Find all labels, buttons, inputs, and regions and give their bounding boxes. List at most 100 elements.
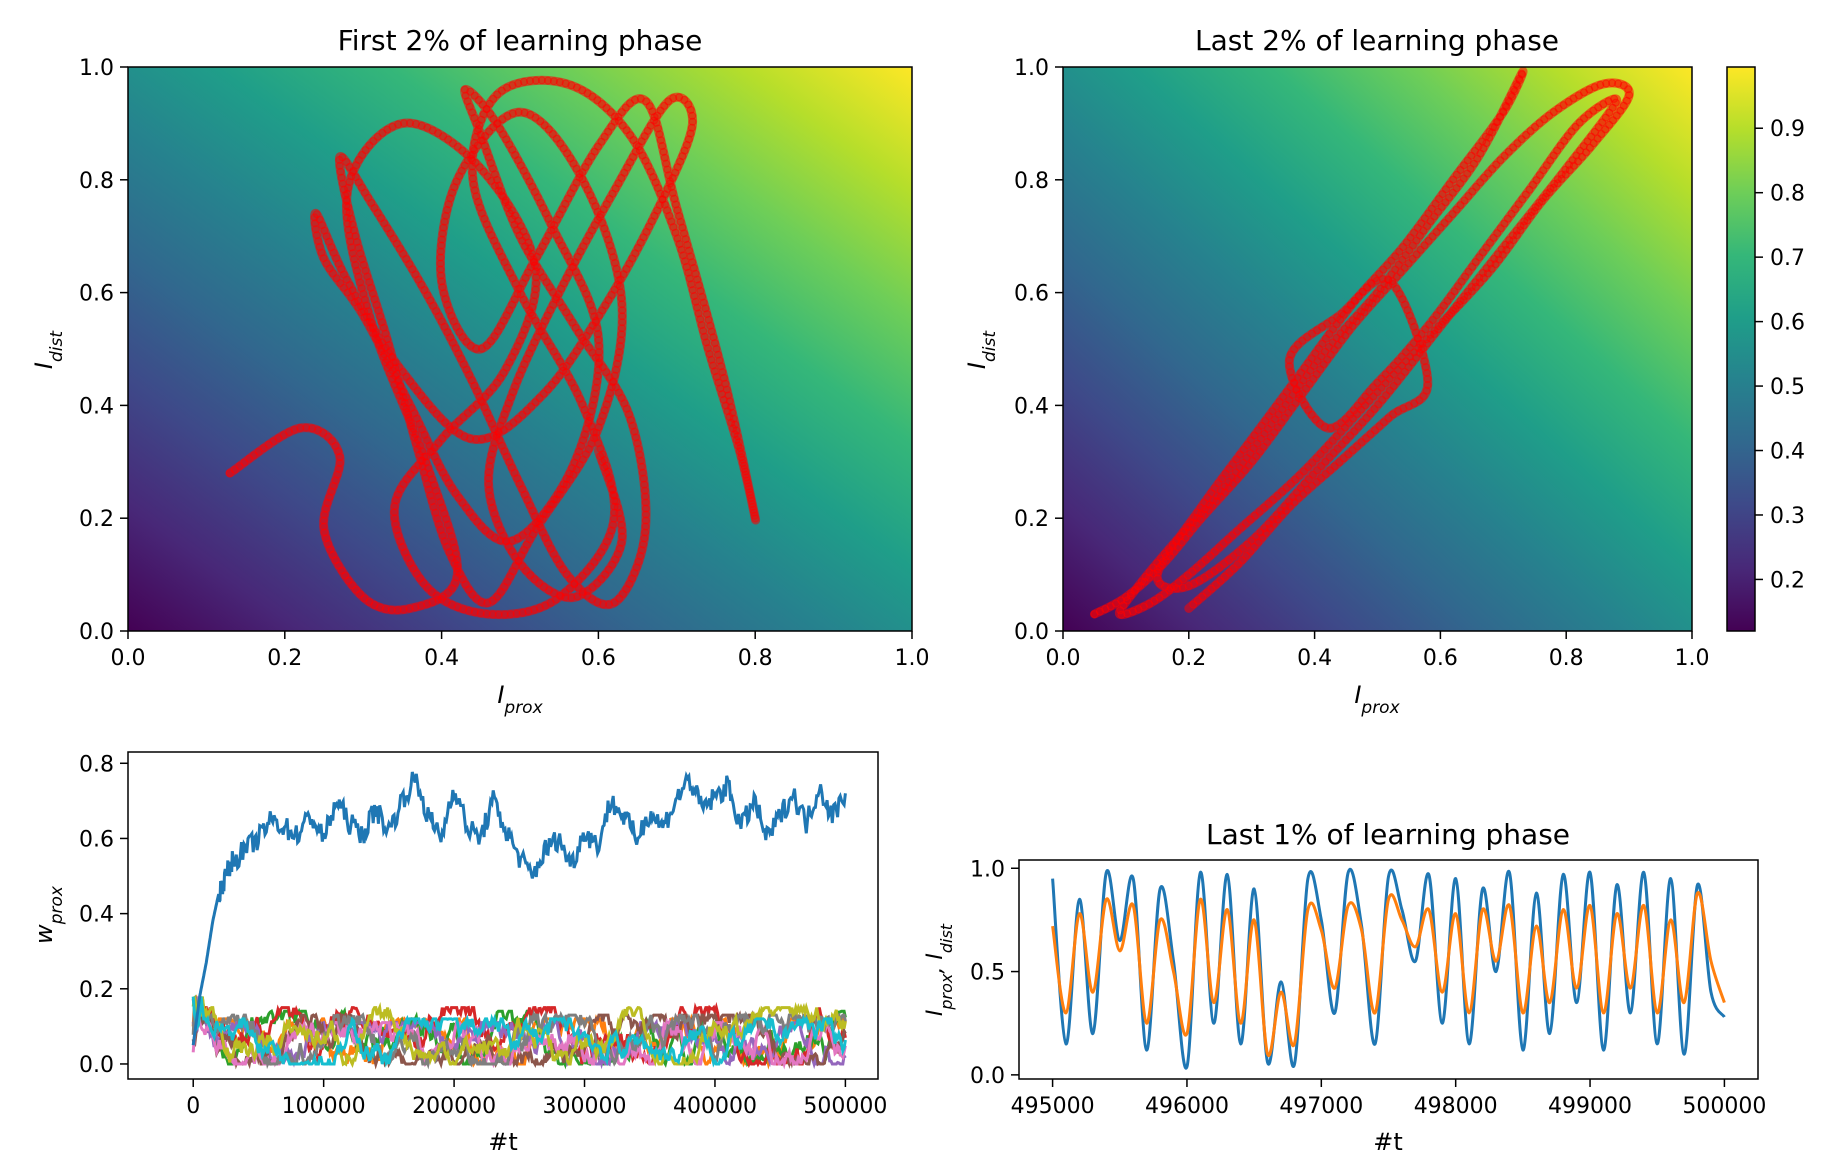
first-trajectory-point <box>699 298 708 307</box>
first-trajectory-point <box>593 371 602 380</box>
first-trajectory-point <box>595 342 603 350</box>
first-trajectory-point <box>693 275 702 284</box>
first-trajectory-point <box>335 464 343 473</box>
first-trajectory-point <box>709 333 718 342</box>
first-trajectory-point <box>617 330 626 339</box>
first-trajectory-point <box>469 180 478 189</box>
first-trajectory-point <box>636 456 645 465</box>
first-trajectory-point <box>670 194 679 203</box>
first-trajectory-point <box>381 605 390 613</box>
first-trajectory-point <box>567 593 576 602</box>
last-trajectory-point <box>1422 369 1431 377</box>
first-trajectory-point <box>376 312 385 321</box>
first-trajectory-point <box>594 336 603 344</box>
first-trajectory-point <box>439 289 448 298</box>
first-trajectory-point <box>421 474 430 483</box>
first-trajectory-point <box>702 338 711 347</box>
first-trajectory-point <box>617 520 626 529</box>
first-trajectory-point <box>585 413 594 422</box>
colorbar-gradient <box>1726 66 1756 632</box>
first-trajectory-point <box>353 266 361 275</box>
first-trajectory-point <box>675 93 684 102</box>
first-trajectory-point <box>594 330 602 338</box>
first-trajectory-point <box>466 434 475 443</box>
first-trajectory-point <box>640 534 649 543</box>
first-trajectory-point <box>408 427 417 436</box>
first-trajectory-point <box>704 344 712 353</box>
weights-x-tick-label: 200000 <box>412 1094 496 1119</box>
first-trajectory-point <box>691 297 700 306</box>
first-trajectory-point <box>417 601 426 610</box>
first-trajectory-point <box>335 453 344 461</box>
last-y-tick-label: 0.6 <box>1014 282 1049 307</box>
currents-series-line <box>1051 891 1726 1057</box>
first-trajectory-point <box>687 123 696 132</box>
first-trajectory-point <box>470 608 479 617</box>
first-trajectory-point <box>482 609 491 618</box>
weights-y-tick-label: 0.2 <box>79 978 114 1003</box>
last-x-tick-label: 0.0 <box>1046 646 1081 671</box>
first-x-ticks: 0.0 0.2 0.4 0.6 0.8 1.0 <box>111 631 930 671</box>
last-trajectory-point <box>1420 357 1429 366</box>
first-trajectory-point <box>393 606 402 615</box>
first-trajectory <box>225 75 761 620</box>
first-trajectory-point <box>737 449 746 458</box>
first-trajectory-point <box>694 309 703 318</box>
first-x-axis-label: Iprox <box>497 681 543 718</box>
svg-text:Iprox: Iprox <box>1354 681 1400 718</box>
first-trajectory-point <box>671 200 680 209</box>
first-y-tick-label: 0.2 <box>79 507 114 532</box>
first-trajectory-point <box>543 76 552 85</box>
first-trajectory-point <box>438 283 447 292</box>
first-trajectory-point <box>606 389 615 397</box>
first-trajectory-point <box>436 265 445 274</box>
first-trajectory-point <box>609 520 617 529</box>
first-x-tick-label: 0.6 <box>581 646 616 671</box>
first-trajectory-point <box>595 348 604 356</box>
first-trajectory-point <box>436 259 445 268</box>
first-trajectory-point <box>685 274 694 283</box>
first-trajectory-point <box>634 445 643 454</box>
last-trajectory-point <box>1189 600 1198 609</box>
first-trajectory-point <box>697 321 706 329</box>
first-trajectory-point <box>655 130 664 139</box>
first-trajectory-point <box>441 295 450 303</box>
first-trajectory-point <box>311 225 320 234</box>
first-trajectory-point <box>531 285 540 294</box>
first-trajectory-point <box>687 280 696 289</box>
weights-x-tick-label: 500000 <box>803 1094 887 1119</box>
first-trajectory-point <box>750 508 758 517</box>
first-trajectory-point <box>485 486 494 495</box>
first-trajectory-point <box>635 450 644 459</box>
chart-first-title: First 2% of learning phase <box>338 24 703 57</box>
colorbar-tick-label: 0.9 <box>1770 117 1805 142</box>
weights-x-tick-label: 400000 <box>673 1094 757 1119</box>
first-trajectory-point <box>420 468 429 477</box>
first-trajectory-point <box>484 474 493 483</box>
first-trajectory-point <box>437 277 446 286</box>
first-trajectory-point <box>296 424 305 432</box>
currents-y-axis-label: Iprox, Idist <box>923 923 956 1016</box>
first-trajectory-point <box>582 424 591 433</box>
first-trajectory-point <box>637 546 646 555</box>
colorbar-tick-label: 0.4 <box>1770 440 1805 465</box>
first-trajectory-point <box>699 326 708 335</box>
last-y-tick-label: 0.2 <box>1014 507 1049 532</box>
last-x-ticks: 0.0 0.2 0.4 0.6 0.8 1.0 <box>1046 631 1710 671</box>
first-trajectory-point <box>439 223 448 232</box>
first-trajectory-point <box>531 76 540 85</box>
first-trajectory-point <box>714 350 722 359</box>
first-trajectory-point <box>400 119 408 128</box>
first-trajectory-point <box>344 183 353 192</box>
first-trajectory-point <box>728 408 737 417</box>
first-trajectory-point <box>733 432 742 441</box>
first-trajectory-point <box>701 304 710 313</box>
first-trajectory-point <box>725 397 734 406</box>
first-trajectory-point <box>440 217 449 226</box>
first-trajectory-point <box>312 231 321 240</box>
first-trajectory-point <box>407 422 416 431</box>
last-y-axis-label: Idist <box>963 330 1000 369</box>
first-trajectory-point <box>530 291 539 300</box>
first-y-tick-label: 1.0 <box>79 56 114 81</box>
first-trajectory-point <box>656 136 665 145</box>
